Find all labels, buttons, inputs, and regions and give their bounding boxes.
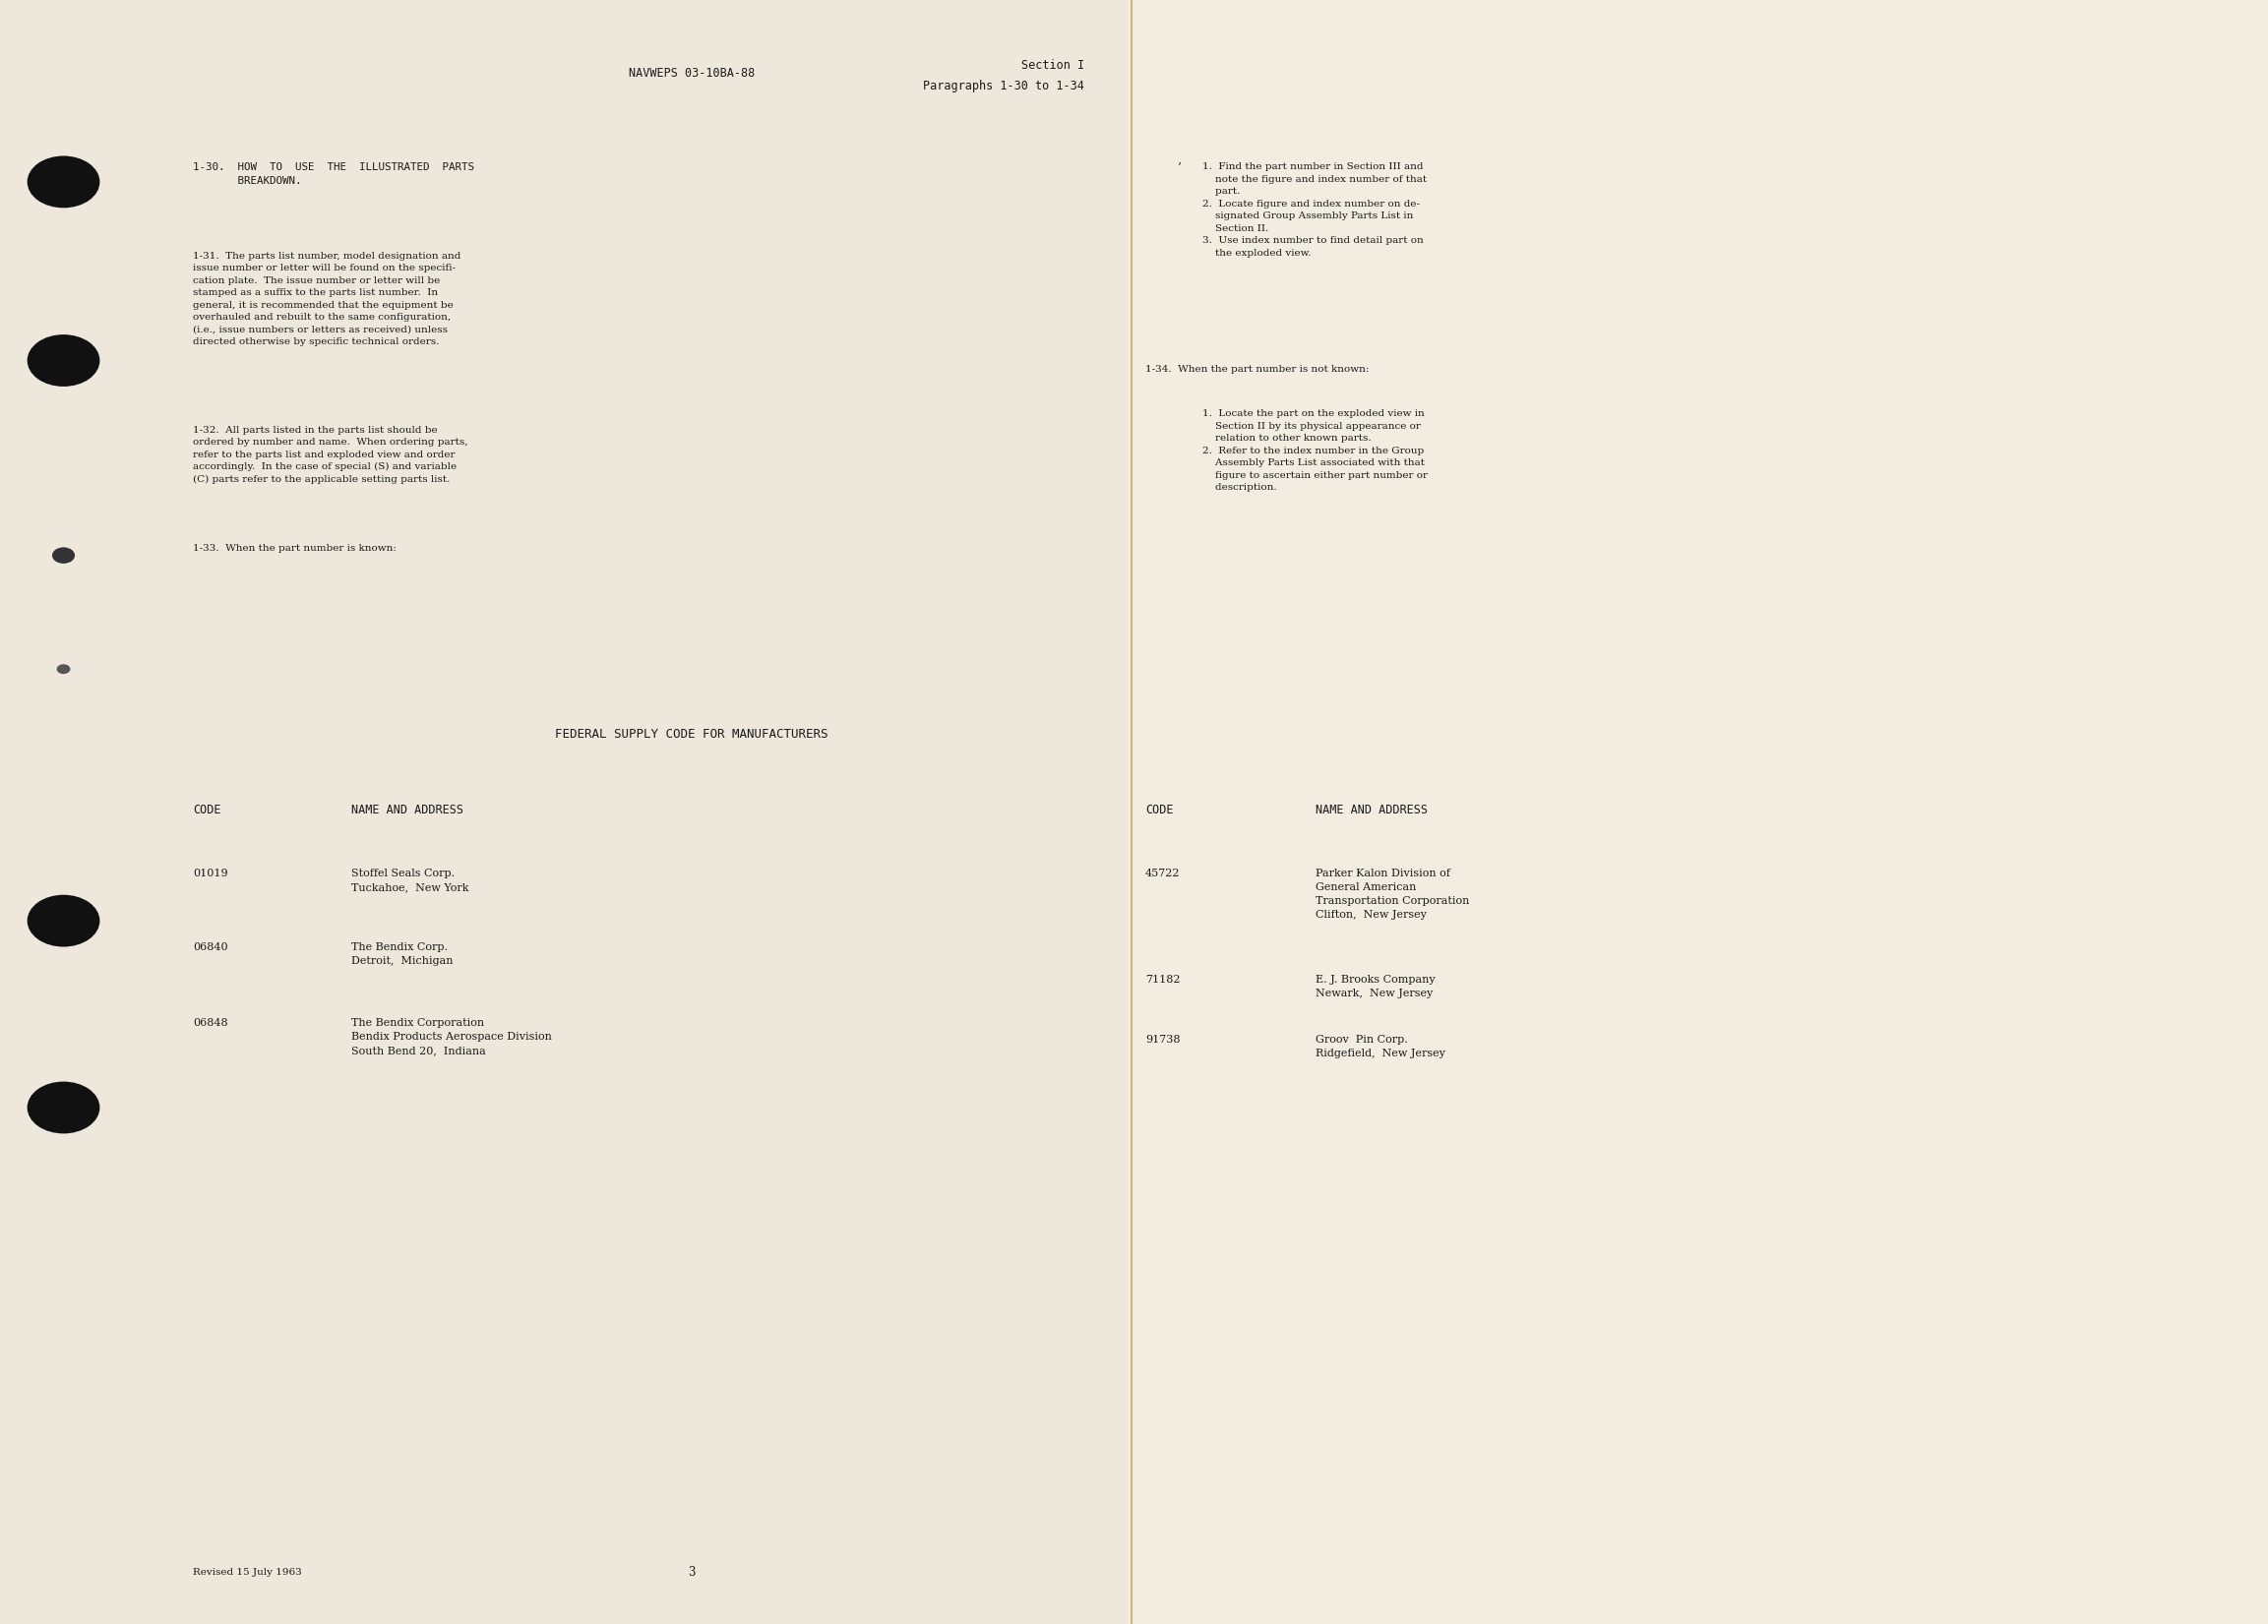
Circle shape	[57, 664, 70, 674]
Text: 1.  Locate the part on the exploded view in
    Section II by its physical appea: 1. Locate the part on the exploded view …	[1202, 409, 1427, 492]
Text: 91738: 91738	[1145, 1034, 1179, 1044]
Text: Section I: Section I	[1021, 58, 1084, 71]
Text: 1-31.  The parts list number, model designation and
issue number or letter will : 1-31. The parts list number, model desig…	[193, 252, 460, 346]
Circle shape	[27, 895, 100, 947]
Text: NAVWEPS 03-10BA-88: NAVWEPS 03-10BA-88	[628, 67, 755, 80]
Circle shape	[52, 547, 75, 564]
Text: The Bendix Corporation
Bendix Products Aerospace Division
South Bend 20,  Indian: The Bendix Corporation Bendix Products A…	[352, 1018, 551, 1056]
Text: NAME AND ADDRESS: NAME AND ADDRESS	[352, 804, 463, 817]
Text: 1-32.  All parts listed in the parts list should be
ordered by number and name. : 1-32. All parts listed in the parts list…	[193, 425, 467, 484]
Text: E. J. Brooks Company
Newark,  New Jersey: E. J. Brooks Company Newark, New Jersey	[1315, 974, 1436, 999]
Text: 1.  Find the part number in Section III and
    note the figure and index number: 1. Find the part number in Section III a…	[1202, 162, 1427, 257]
Text: Paragraphs 1-30 to 1-34: Paragraphs 1-30 to 1-34	[923, 80, 1084, 93]
Text: The Bendix Corp.
Detroit,  Michigan: The Bendix Corp. Detroit, Michigan	[352, 942, 454, 966]
Text: Stoffel Seals Corp.
Tuckahoe,  New York: Stoffel Seals Corp. Tuckahoe, New York	[352, 869, 469, 893]
Text: 06840: 06840	[193, 942, 227, 952]
Text: 3: 3	[687, 1566, 696, 1579]
Text: 45722: 45722	[1145, 869, 1179, 879]
Text: Revised 15 July 1963: Revised 15 July 1963	[193, 1567, 302, 1577]
Text: 01019: 01019	[193, 869, 227, 879]
Circle shape	[27, 1082, 100, 1134]
Text: ’: ’	[1177, 162, 1182, 175]
Text: CODE: CODE	[1145, 804, 1173, 817]
Text: 1-30.  HOW  TO  USE  THE  ILLUSTRATED  PARTS
       BREAKDOWN.: 1-30. HOW TO USE THE ILLUSTRATED PARTS B…	[193, 162, 474, 187]
Text: 1-33.  When the part number is known:: 1-33. When the part number is known:	[193, 544, 397, 552]
Bar	[0, 0, 1127, 1624]
Text: 06848: 06848	[193, 1018, 227, 1028]
Circle shape	[27, 335, 100, 387]
Text: FEDERAL SUPPLY CODE FOR MANUFACTURERS: FEDERAL SUPPLY CODE FOR MANUFACTURERS	[556, 728, 828, 741]
Text: CODE: CODE	[193, 804, 220, 817]
Text: Groov  Pin Corp.
Ridgefield,  New Jersey: Groov Pin Corp. Ridgefield, New Jersey	[1315, 1034, 1445, 1059]
Circle shape	[27, 156, 100, 208]
Text: Parker Kalon Division of
General American
Transportation Corporation
Clifton,  N: Parker Kalon Division of General America…	[1315, 869, 1470, 919]
Text: 71182: 71182	[1145, 974, 1179, 984]
Text: NAME AND ADDRESS: NAME AND ADDRESS	[1315, 804, 1427, 817]
Bar	[1141, 0, 2268, 1624]
Text: 1-34.  When the part number is not known:: 1-34. When the part number is not known:	[1145, 365, 1370, 374]
